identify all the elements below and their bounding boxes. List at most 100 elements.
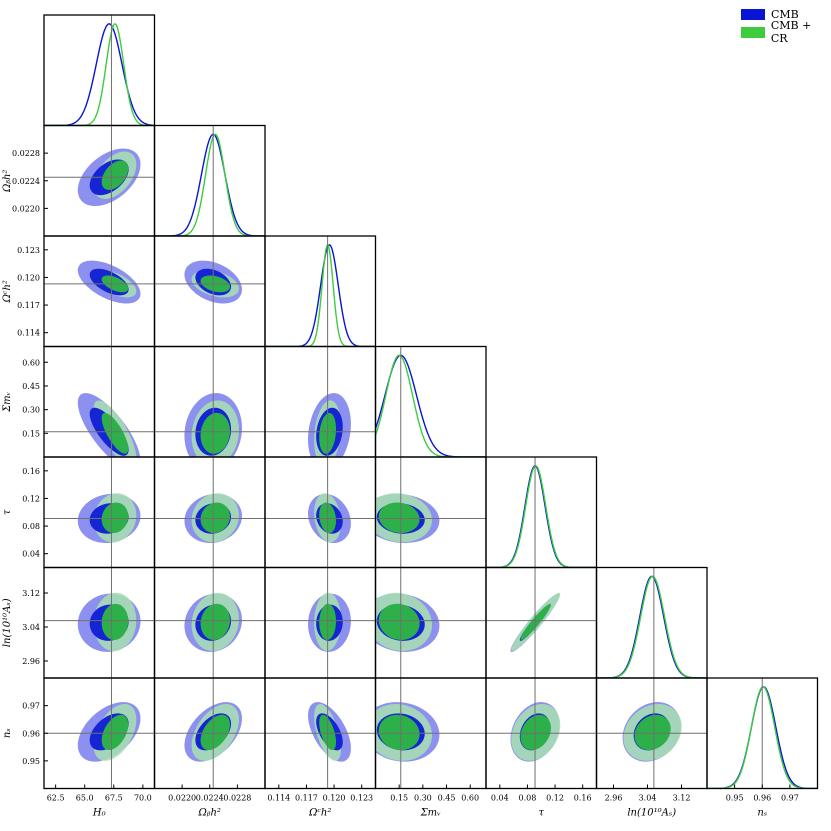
panel-5-0: 2.96 3.04 3.12 ln(10¹⁰Aₛ): [2, 566, 156, 679]
panel-content: [596, 567, 707, 678]
panel-4-2: [264, 456, 377, 569]
series-1-marginal-curve: [486, 465, 597, 568]
x-tick-label: 0.45: [438, 794, 456, 803]
panel-content: [154, 346, 265, 457]
panel-content: [44, 678, 155, 789]
series-1-contour-inner: [101, 603, 129, 640]
x-tick-label: 0.08: [519, 794, 537, 803]
panel-content: [44, 236, 155, 347]
panel-content: [375, 346, 486, 457]
panel-5-2: [264, 566, 377, 679]
x-tick-label: 0.120: [323, 794, 346, 803]
series-1-contour-inner: [634, 714, 671, 751]
x-tick-label: 0.114: [267, 794, 290, 803]
panel-content: [486, 567, 597, 678]
x-axis-label: Ωᶜh²: [308, 808, 331, 819]
legend-label-cmb: CMB: [771, 7, 799, 21]
y-tick-label: 0.04: [22, 550, 40, 559]
x-tick-label: 3.04: [639, 794, 657, 803]
panel-content: [486, 678, 597, 789]
panel-2-1: [153, 235, 266, 348]
x-axis-label: ln(10¹⁰Aₛ): [627, 808, 676, 819]
y-tick-label: 0.12: [22, 494, 40, 503]
y-axis-label: Ωᶜh²: [2, 280, 13, 303]
x-tick-label: 2.96: [605, 794, 623, 803]
x-axis-label: nₛ: [757, 808, 767, 819]
x-tick-label: 0.117: [295, 794, 318, 803]
y-axis-label: τ: [2, 509, 13, 515]
x-tick-label: 0.0224: [196, 794, 224, 803]
panel-content: [154, 125, 265, 236]
panel-2-2: [264, 235, 377, 348]
series-1-contour-inner: [101, 160, 129, 190]
panel-content: [44, 346, 155, 457]
legend: CMB CMB + CR: [741, 5, 831, 45]
x-tick-label: 0.0228: [223, 794, 251, 803]
y-tick-label: 0.15: [22, 429, 40, 438]
series-1-contour-inner: [378, 502, 420, 533]
y-tick-label: 0.60: [22, 358, 40, 367]
series-1-contour-inner: [200, 412, 230, 454]
y-tick-label: 3.04: [22, 623, 40, 632]
series-1-contour-inner: [520, 603, 551, 640]
panel-0-0: [43, 14, 156, 127]
y-tick-label: 3.12: [22, 589, 40, 598]
legend-swatch-cmb-cr: [741, 26, 765, 38]
panel-content: [154, 567, 265, 678]
panel-content: [596, 678, 707, 789]
x-tick-label: 0.60: [461, 794, 479, 803]
y-tick-label: 0.16: [22, 467, 40, 476]
series-0-marginal-curve: [44, 23, 155, 126]
y-tick-label: 0.95: [22, 757, 40, 766]
panel-content: [375, 678, 486, 789]
x-tick-label: 3.12: [673, 794, 691, 803]
y-tick-label: 2.96: [22, 657, 40, 666]
panel-6-6: 0.95 0.96 0.97 nₛ: [706, 677, 819, 819]
panel-content: [265, 346, 376, 457]
panel-4-4: [485, 456, 598, 569]
series-0-marginal-curve: [596, 575, 707, 678]
series-1-contour-inner: [200, 603, 230, 640]
panel-content: [265, 236, 376, 347]
series-1-contour-inner: [520, 714, 551, 751]
x-axis-label: H₀: [92, 808, 106, 819]
y-tick-label: 0.08: [22, 522, 40, 531]
x-tick-label: 0.30: [414, 794, 432, 803]
x-tick-label: 0.04: [491, 794, 509, 803]
panel-content: [265, 567, 376, 678]
series-1-contour-inner: [200, 502, 230, 533]
panel-content: [375, 457, 486, 568]
x-tick-label: 0.0220: [168, 794, 196, 803]
y-axis-label: Ωᵦh²: [2, 170, 13, 193]
y-axis-label: Σmᵥ: [2, 391, 13, 413]
x-tick-label: 0.96: [753, 794, 771, 803]
panel-6-4: 0.04 0.08 0.12 0.16 τ: [485, 677, 598, 819]
panel-content: [375, 567, 486, 678]
panel-3-2: [264, 345, 377, 458]
x-tick-label: 65.0: [76, 794, 94, 803]
panel-2-0: 0.114 0.117 0.120 0.123 Ωᶜh²: [2, 235, 156, 348]
panel-content: [265, 457, 376, 568]
series-1-contour-inner: [378, 603, 420, 640]
panel-5-4: [485, 566, 598, 679]
y-tick-label: 0.97: [22, 702, 40, 711]
panel-3-3: [374, 345, 487, 458]
panel-1-1: [153, 124, 266, 237]
legend-item-cmb: CMB: [741, 5, 831, 23]
series-1-marginal-curve: [154, 133, 265, 236]
x-tick-label: 0.97: [781, 794, 799, 803]
panel-content: [486, 457, 597, 568]
panel-content: [44, 15, 155, 126]
panel-4-0: 0.04 0.08 0.12 0.16 τ: [2, 456, 156, 569]
y-tick-label: 0.96: [22, 729, 40, 738]
panel-content: [154, 678, 265, 789]
panel-6-3: 0.15 0.30 0.45 0.60 Σmᵥ: [374, 677, 487, 819]
panel-6-0: 62.5 65.0 67.5 70.0 H₀ 0.95 0.96 0.97 nₛ: [2, 677, 156, 819]
series-1-marginal-curve: [44, 23, 155, 126]
panel-content: [265, 678, 376, 789]
series-1-marginal-curve: [375, 354, 486, 457]
panel-3-0: 0.15 0.30 0.45 0.60 Σmᵥ: [2, 345, 156, 458]
x-tick-label: 0.15: [390, 794, 408, 803]
